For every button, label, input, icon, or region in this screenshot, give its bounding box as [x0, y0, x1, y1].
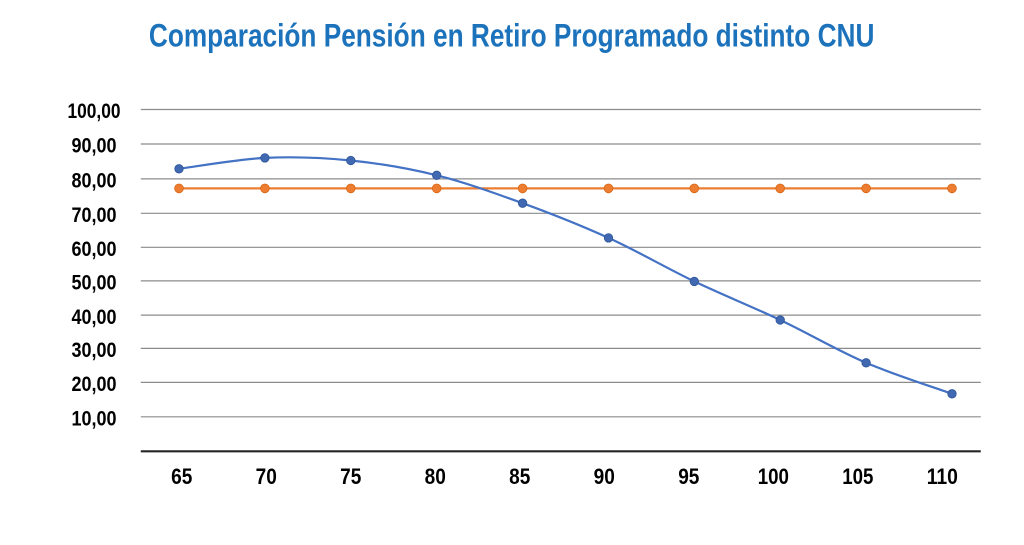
svg-text:10,00: 10,00	[72, 407, 117, 431]
svg-text:50,00: 50,00	[72, 271, 117, 295]
svg-text:80: 80	[425, 464, 446, 489]
svg-text:40,00: 40,00	[72, 305, 117, 329]
svg-text:110: 110	[927, 464, 958, 489]
svg-text:75: 75	[340, 464, 361, 489]
svg-text:100: 100	[758, 464, 789, 489]
svg-text:100,00: 100,00	[68, 99, 121, 123]
svg-text:65: 65	[171, 464, 192, 489]
svg-text:95: 95	[678, 464, 699, 489]
svg-text:85: 85	[509, 464, 530, 489]
svg-text:90: 90	[594, 464, 615, 489]
svg-text:90,00: 90,00	[72, 134, 117, 158]
svg-text:80,00: 80,00	[72, 169, 117, 193]
svg-text:30,00: 30,00	[72, 338, 117, 362]
svg-text:20,00: 20,00	[72, 372, 117, 396]
svg-text:Comparación Pensión en Retiro: Comparación Pensión en Retiro Programado…	[149, 17, 875, 53]
svg-text:105: 105	[842, 464, 873, 489]
svg-text:60,00: 60,00	[72, 237, 117, 261]
svg-text:70: 70	[256, 464, 277, 489]
svg-text:70,00: 70,00	[72, 203, 117, 227]
